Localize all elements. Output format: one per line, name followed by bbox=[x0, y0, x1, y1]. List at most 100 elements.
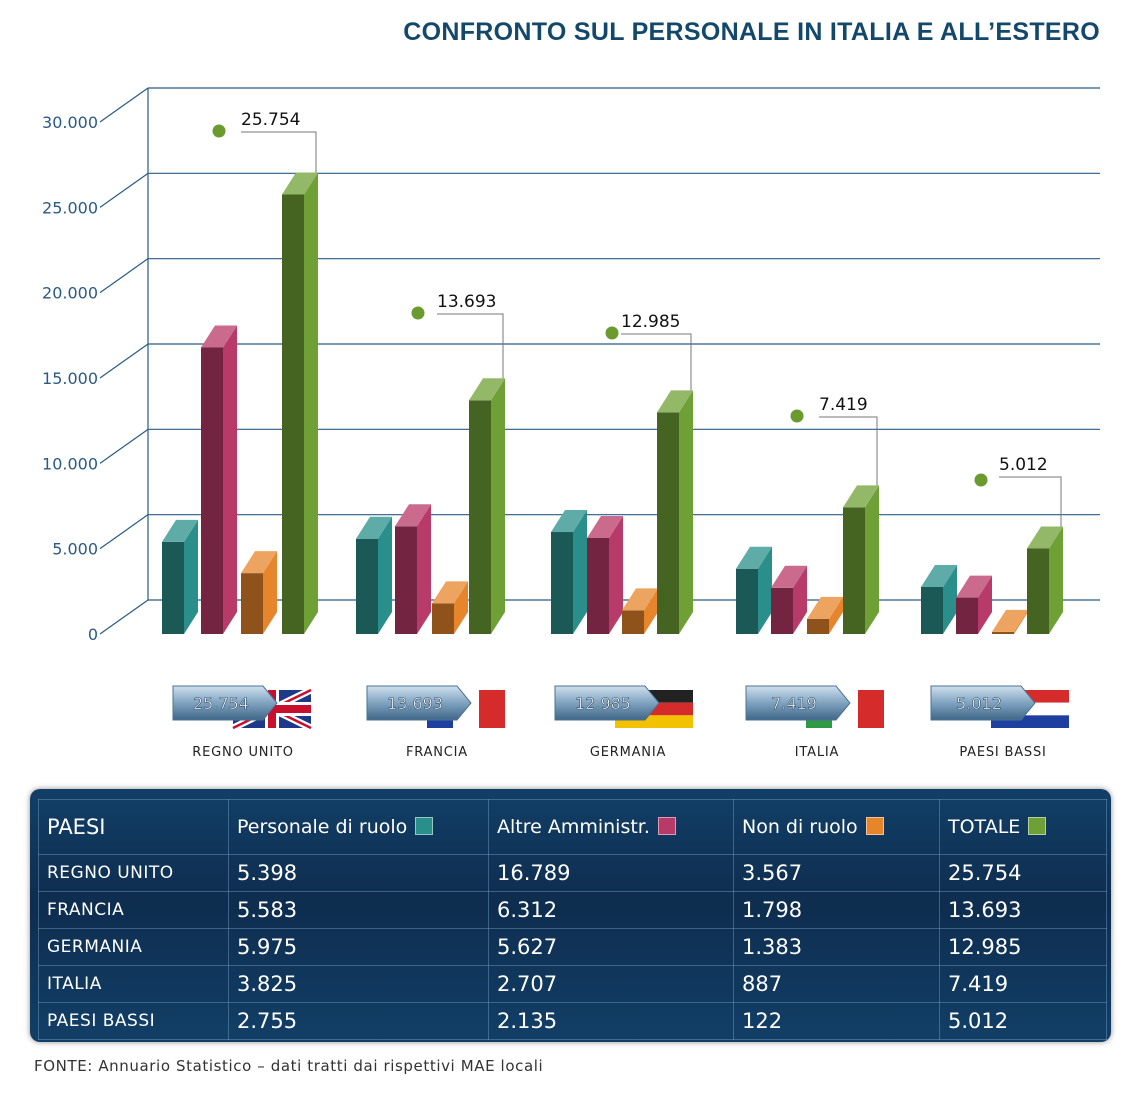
table-cell: 1.383 bbox=[733, 928, 940, 966]
y-tick-label: 0 bbox=[88, 625, 98, 644]
gridline-diagonal bbox=[99, 343, 149, 379]
table-cell: 5.627 bbox=[488, 928, 734, 966]
ribbon-tag bbox=[172, 685, 278, 721]
table-cell: 6.312 bbox=[488, 891, 734, 929]
category-label: ITALIA bbox=[795, 745, 839, 760]
legend-swatch-non-di-ruolo bbox=[865, 817, 884, 835]
bar-side bbox=[263, 551, 277, 634]
bar-front bbox=[807, 618, 829, 634]
table-row: REGNO UNITO 5.398 16.789 3.567 25.754 bbox=[38, 854, 1107, 892]
bar-front bbox=[282, 194, 304, 634]
bar-side bbox=[223, 325, 237, 634]
bar-top bbox=[956, 575, 992, 598]
bar-side bbox=[978, 575, 992, 634]
ribbon-total-value: 25.754 bbox=[193, 694, 249, 713]
bar bbox=[432, 581, 468, 634]
table-cell-country: ITALIA bbox=[38, 965, 229, 1003]
category-label: GERMANIA bbox=[590, 745, 666, 760]
bar-front bbox=[469, 400, 491, 634]
bar bbox=[843, 485, 879, 634]
bar-top bbox=[395, 504, 431, 527]
category-label: REGNO UNITO bbox=[192, 745, 293, 760]
bar bbox=[657, 390, 693, 634]
table-header-row: PAESI Personale di ruolo Altre Amministr… bbox=[38, 799, 1107, 855]
bar-side bbox=[609, 515, 623, 634]
callout-value: 7.419 bbox=[819, 395, 868, 415]
bar-front bbox=[992, 631, 1014, 634]
bar bbox=[736, 546, 772, 634]
bar-side bbox=[679, 390, 693, 634]
bar-front bbox=[201, 347, 223, 634]
y-tick-label: 15.000 bbox=[42, 369, 98, 388]
bar-side bbox=[1014, 609, 1028, 634]
table-cell: 887 bbox=[733, 965, 940, 1003]
bar bbox=[771, 565, 807, 634]
bar-top bbox=[356, 516, 392, 539]
y-tick-label: 20.000 bbox=[42, 284, 98, 303]
bar bbox=[395, 504, 431, 634]
bar bbox=[162, 519, 198, 634]
bar-top bbox=[843, 485, 879, 508]
bar-front bbox=[356, 538, 378, 634]
callout-leader bbox=[241, 131, 317, 173]
bar bbox=[282, 172, 318, 634]
table-cell-country: PAESI BASSI bbox=[38, 1002, 229, 1040]
bar-side bbox=[491, 378, 505, 634]
table-cell: 3.825 bbox=[228, 965, 489, 1003]
bar-side bbox=[943, 564, 957, 634]
gridline-diagonal bbox=[99, 599, 149, 635]
bar-top bbox=[282, 172, 318, 195]
gridline-diagonal bbox=[99, 172, 149, 208]
callout-dot bbox=[790, 409, 804, 423]
bar-front bbox=[162, 541, 184, 634]
table-cell-country: GERMANIA bbox=[38, 928, 229, 966]
ribbon-tag bbox=[745, 685, 851, 721]
table-row: FRANCIA 5.583 6.312 1.798 13.693 bbox=[38, 891, 1107, 929]
data-table: PAESI Personale di ruolo Altre Amministr… bbox=[38, 799, 1107, 1040]
table-cell: 5.398 bbox=[228, 854, 489, 892]
bar bbox=[807, 596, 843, 634]
bar bbox=[921, 564, 957, 634]
bar bbox=[551, 510, 587, 634]
table-cell-country: REGNO UNITO bbox=[38, 854, 229, 892]
bar-side bbox=[865, 485, 879, 634]
bar-top bbox=[587, 515, 623, 538]
bar-top bbox=[657, 390, 693, 413]
table-cell-country: FRANCIA bbox=[38, 891, 229, 929]
bar-top bbox=[201, 325, 237, 348]
table-cell: 16.789 bbox=[488, 854, 734, 892]
gridline-diagonal bbox=[99, 514, 149, 550]
bar-front bbox=[1027, 548, 1049, 634]
y-tick-label: 25.000 bbox=[42, 198, 98, 217]
bar-side bbox=[644, 588, 658, 634]
y-tick-label: 30.000 bbox=[42, 113, 98, 132]
bar-side bbox=[184, 519, 198, 634]
callout-dot bbox=[411, 306, 425, 320]
bar-top bbox=[736, 546, 772, 569]
table-cell: 122 bbox=[733, 1002, 940, 1040]
gridline-diagonal bbox=[99, 428, 149, 464]
table-cell: 3.567 bbox=[733, 854, 940, 892]
category-label: PAESI BASSI bbox=[959, 745, 1046, 760]
table-cell: 2.755 bbox=[228, 1002, 489, 1040]
header-totale: TOTALE bbox=[939, 799, 1107, 855]
bar-side bbox=[758, 546, 772, 634]
ribbon-tag bbox=[554, 685, 660, 721]
bar-top bbox=[771, 565, 807, 588]
bar-side bbox=[304, 172, 318, 634]
table-cell: 13.693 bbox=[939, 891, 1107, 929]
bar-chart: 0 5.000 10.000 15.000 20.000 25.000 30.000 25.… bbox=[42, 87, 1100, 760]
header-altre-amministr: Altre Amministr. bbox=[488, 799, 734, 855]
table-cell: 5.012 bbox=[939, 1002, 1107, 1040]
y-tick-label: 10.000 bbox=[42, 454, 98, 473]
legend-swatch-personale bbox=[415, 817, 434, 835]
category-ribbon: 12.985 GERMANIA bbox=[554, 685, 693, 760]
table-row: GERMANIA 5.975 5.627 1.383 12.985 bbox=[38, 928, 1107, 966]
bar bbox=[1027, 526, 1063, 634]
bar-front bbox=[587, 537, 609, 634]
callout-leader bbox=[819, 416, 878, 486]
y-tick-label: 5.000 bbox=[52, 540, 98, 559]
category-label: FRANCIA bbox=[406, 745, 468, 760]
ribbon-tag bbox=[366, 685, 472, 721]
bar bbox=[356, 516, 392, 634]
